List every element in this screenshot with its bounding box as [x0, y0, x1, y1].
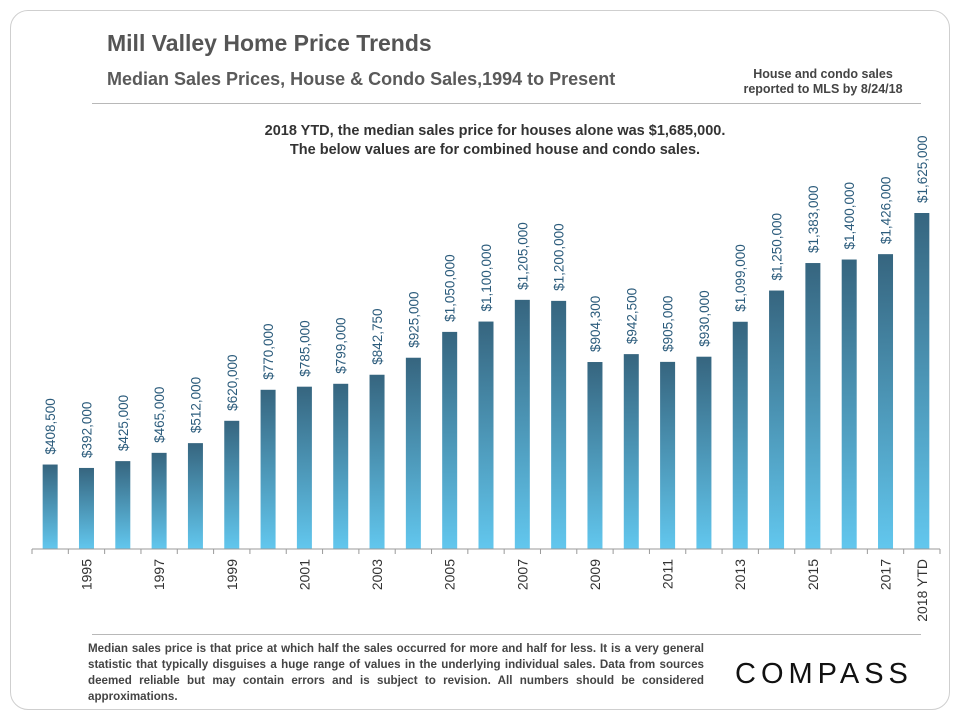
data-label: $842,750 — [370, 308, 385, 364]
data-label: $620,000 — [225, 354, 240, 410]
page-subtitle: Median Sales Prices, House & Condo Sales… — [107, 69, 616, 89]
data-label: $785,000 — [297, 320, 312, 376]
data-label: $1,099,000 — [733, 244, 748, 312]
data-label: $1,205,000 — [515, 222, 530, 290]
bar-2015 — [805, 263, 821, 549]
data-label: $512,000 — [188, 377, 203, 433]
methodology-footnote: Median sales price is that price at whic… — [88, 642, 704, 703]
bar-2010 — [623, 354, 639, 549]
x-axis-tick-label: 2007 — [514, 559, 530, 590]
data-label: $799,000 — [334, 317, 349, 373]
x-axis-tick-label: 2017 — [878, 559, 894, 590]
data-label: $904,300 — [588, 296, 603, 352]
x-axis-ticks — [31, 549, 941, 554]
data-label: $425,000 — [116, 395, 131, 451]
x-axis-tick-label: 2005 — [442, 559, 458, 590]
data-label: $925,000 — [406, 291, 421, 347]
bar-1996 — [115, 461, 131, 549]
x-axis-tick-label: 2001 — [296, 559, 312, 590]
page-title: Mill Valley Home Price Trends — [107, 30, 432, 56]
bar-2016 — [841, 259, 857, 549]
bar-1997 — [151, 452, 167, 549]
data-label: $1,400,000 — [842, 182, 857, 250]
x-axis-tick-label: 2015 — [805, 559, 821, 590]
bar-2007 — [514, 299, 530, 549]
data-label: $905,000 — [661, 296, 676, 352]
compass-logo: COMPASS — [735, 658, 913, 690]
source-note: House and condo sales reported to MLS by… — [728, 67, 918, 97]
chart-annotation: 2018 YTD, the median sales price for hou… — [185, 122, 805, 160]
bar-2005 — [442, 331, 458, 549]
data-label: $1,100,000 — [479, 244, 494, 312]
bar-2009 — [587, 362, 603, 549]
bar-2013 — [732, 321, 748, 549]
data-label: $1,200,000 — [552, 223, 567, 291]
bar-2000 — [260, 389, 276, 549]
bar-2001 — [296, 386, 312, 549]
bar-1999 — [224, 420, 240, 549]
data-label: $465,000 — [152, 387, 167, 443]
data-label: $1,383,000 — [806, 185, 821, 253]
x-axis-tick-label: 2009 — [587, 559, 603, 590]
source-note-line: House and condo sales — [753, 67, 893, 81]
annotation-line: The below values are for combined house … — [289, 142, 701, 158]
data-label: $1,426,000 — [879, 177, 894, 245]
footer-divider — [92, 634, 921, 635]
data-label: $770,000 — [261, 323, 276, 379]
bar-1998 — [187, 443, 203, 549]
x-axis-tick-label: 2013 — [732, 559, 748, 590]
bar-2002 — [333, 383, 349, 549]
x-axis-tick-label: 2011 — [660, 559, 676, 589]
bar-2008 — [551, 300, 567, 549]
bar-1994 — [42, 464, 58, 549]
x-axis-labels: 1995 1997 1999 2001 2003 2005 2007 2009 2011 2013… — [78, 559, 929, 622]
bar-series — [42, 213, 930, 549]
bar-2011 — [660, 361, 676, 549]
source-note-line: reported to MLS by 8/24/18 — [743, 82, 903, 96]
data-label: $1,625,000 — [915, 135, 930, 203]
data-labels: $408,500 $392,000 $425,000 $465,000 $512,000… — [43, 135, 930, 458]
bar-2004 — [405, 357, 421, 549]
bar-2017 — [878, 254, 894, 549]
x-axis-tick-label: 1997 — [151, 559, 167, 590]
x-axis-tick-label: 2003 — [369, 559, 385, 590]
bar-2012 — [696, 356, 712, 549]
bar-1995 — [78, 467, 94, 549]
x-axis-tick-label: 2018 YTD — [914, 559, 930, 622]
data-label: $392,000 — [79, 402, 94, 458]
data-label: $930,000 — [697, 290, 712, 346]
bar-2003 — [369, 374, 385, 549]
header-divider — [92, 103, 921, 104]
data-label: $408,500 — [43, 398, 58, 454]
bar-2018-ytd — [914, 213, 930, 549]
bar-2014 — [769, 290, 785, 549]
x-axis-tick-label: 1999 — [224, 559, 240, 590]
data-label: $1,250,000 — [770, 213, 785, 281]
bar-2006 — [478, 321, 494, 549]
x-axis-tick-label: 1995 — [78, 559, 94, 590]
data-label: $942,500 — [624, 288, 639, 344]
annotation-line: 2018 YTD, the median sales price for hou… — [264, 123, 726, 139]
data-label: $1,050,000 — [443, 254, 458, 322]
